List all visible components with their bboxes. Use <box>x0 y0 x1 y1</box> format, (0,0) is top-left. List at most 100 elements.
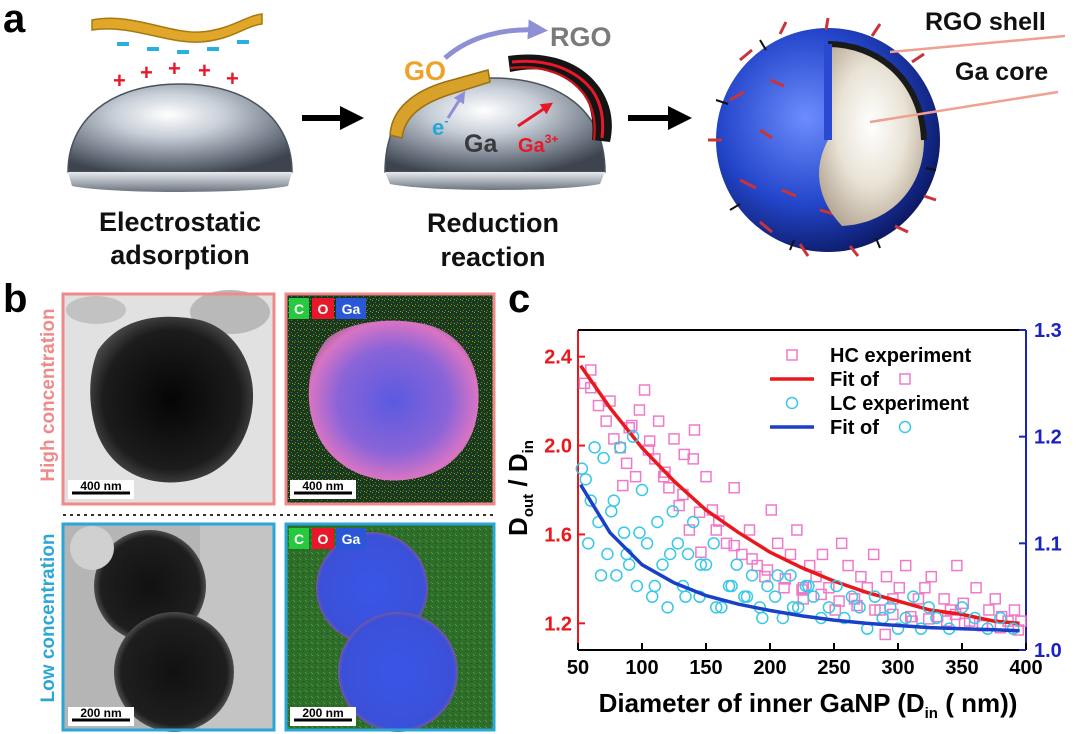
lc-point <box>581 537 595 550</box>
lc-point <box>588 441 601 454</box>
svg-text:+: + <box>113 68 126 93</box>
hc-point <box>693 506 706 518</box>
rgo-layer <box>508 54 612 143</box>
hc-point <box>791 524 803 536</box>
lc-point <box>633 526 646 539</box>
lc-point <box>640 537 654 550</box>
lc-point <box>807 590 820 603</box>
lc-point <box>648 579 662 593</box>
x-axis-label: Diameter of inner GaNP (Din ( nm)) <box>599 688 1018 722</box>
hc-point <box>899 559 912 572</box>
lc-point <box>681 547 695 561</box>
gallium-droplet <box>67 83 293 173</box>
hc-point <box>893 582 906 594</box>
lc-point <box>584 494 598 507</box>
panel-c: c 50 100 150 200 250 300 350 400 1.2 1.6 2.0 2.4 1.0… <box>503 277 1062 722</box>
lc-point <box>707 537 720 550</box>
legend-o-low: O <box>318 531 329 547</box>
hc-point <box>869 604 881 616</box>
legend-c: C <box>294 301 304 317</box>
hc-point <box>728 482 740 494</box>
legend-label: HC experiment <box>830 345 971 367</box>
hc-point <box>938 593 950 605</box>
y-left-tick-label: 2.4 <box>544 347 573 369</box>
gallium-droplet-2-base <box>385 172 605 190</box>
svg-text:+: + <box>168 56 181 81</box>
x-tick-label: 250 <box>817 657 850 679</box>
lc-point <box>610 569 623 582</box>
core-shell-sphere: RGO shell Ga core <box>708 8 1066 257</box>
hc-point <box>989 593 1002 605</box>
lc-point <box>666 505 679 518</box>
hc-point <box>720 537 733 550</box>
lc-point <box>884 601 897 614</box>
lc-point <box>791 601 805 614</box>
lc-point <box>613 441 627 454</box>
hc-point <box>608 433 620 445</box>
lc-point <box>607 494 621 507</box>
hc-point <box>842 559 854 572</box>
scale-bar-high-tem: 400 nm <box>80 479 121 493</box>
lc-point <box>899 611 912 625</box>
hc-point <box>771 537 784 550</box>
go-layer <box>389 69 491 139</box>
lc-point <box>853 601 866 614</box>
ga-ion-label: Ga3+ <box>518 132 558 157</box>
eds-map-low: C O Ga 200 nm <box>284 522 496 732</box>
ga-core-cutaway <box>819 44 924 226</box>
legend-o: O <box>318 301 329 317</box>
rgo-shell-pointer <box>889 34 1066 54</box>
x-tick-label: 350 <box>945 657 978 679</box>
y-left-tick-label: 1.2 <box>544 613 572 635</box>
legend-lc-marker <box>785 396 799 410</box>
hc-point <box>592 399 605 412</box>
hc-point <box>663 482 675 494</box>
hc-point <box>585 364 597 376</box>
y-left-tick-label: 2.0 <box>544 436 572 458</box>
lc-point <box>955 601 969 614</box>
hc-point <box>673 499 685 512</box>
svg-text:+: + <box>198 58 211 83</box>
lc-point <box>645 590 659 603</box>
negative-charges <box>117 40 249 54</box>
lc-point <box>994 611 1007 625</box>
hc-point <box>638 384 651 396</box>
hc-point <box>951 559 963 572</box>
scale-bar-low-tem: 200 nm <box>80 706 121 720</box>
hc-point <box>688 424 701 436</box>
scale-bar-low-eds: 200 nm <box>302 706 343 720</box>
x-tick-label: 300 <box>881 657 914 679</box>
panel-a: a + + + + + Electrostatic adsorption <box>3 0 1066 272</box>
hc-point <box>687 453 699 465</box>
hc-point <box>761 564 774 576</box>
positive-charges: + + + + + <box>113 56 239 93</box>
hc-point <box>833 595 845 607</box>
ga-label: Ga <box>464 130 498 158</box>
lc-point <box>709 601 723 614</box>
hc-point <box>1015 615 1027 627</box>
hc-point <box>633 404 646 416</box>
hc-point <box>823 582 835 594</box>
lc-point <box>605 505 618 518</box>
hc-point <box>659 466 671 478</box>
lc-point <box>784 569 797 582</box>
hc-point <box>765 504 778 516</box>
hc-point <box>617 479 629 492</box>
y-left-tick-label: 1.6 <box>544 524 572 546</box>
legend-hc-marker <box>786 349 798 361</box>
hc-point <box>919 582 931 594</box>
hc-point <box>829 604 842 616</box>
lc-point <box>579 473 592 486</box>
legend-hc-fit-marker <box>899 373 911 385</box>
svg-text:+: + <box>226 66 239 91</box>
lc-point <box>907 590 920 603</box>
x-tick-label: 50 <box>567 657 589 679</box>
hc-point <box>879 628 891 641</box>
lc-point <box>694 558 708 571</box>
hc-point <box>695 546 707 558</box>
lc-point <box>745 569 759 582</box>
lc-point <box>651 515 664 529</box>
panel-b-label: b <box>3 277 27 321</box>
hc-point <box>835 537 848 550</box>
